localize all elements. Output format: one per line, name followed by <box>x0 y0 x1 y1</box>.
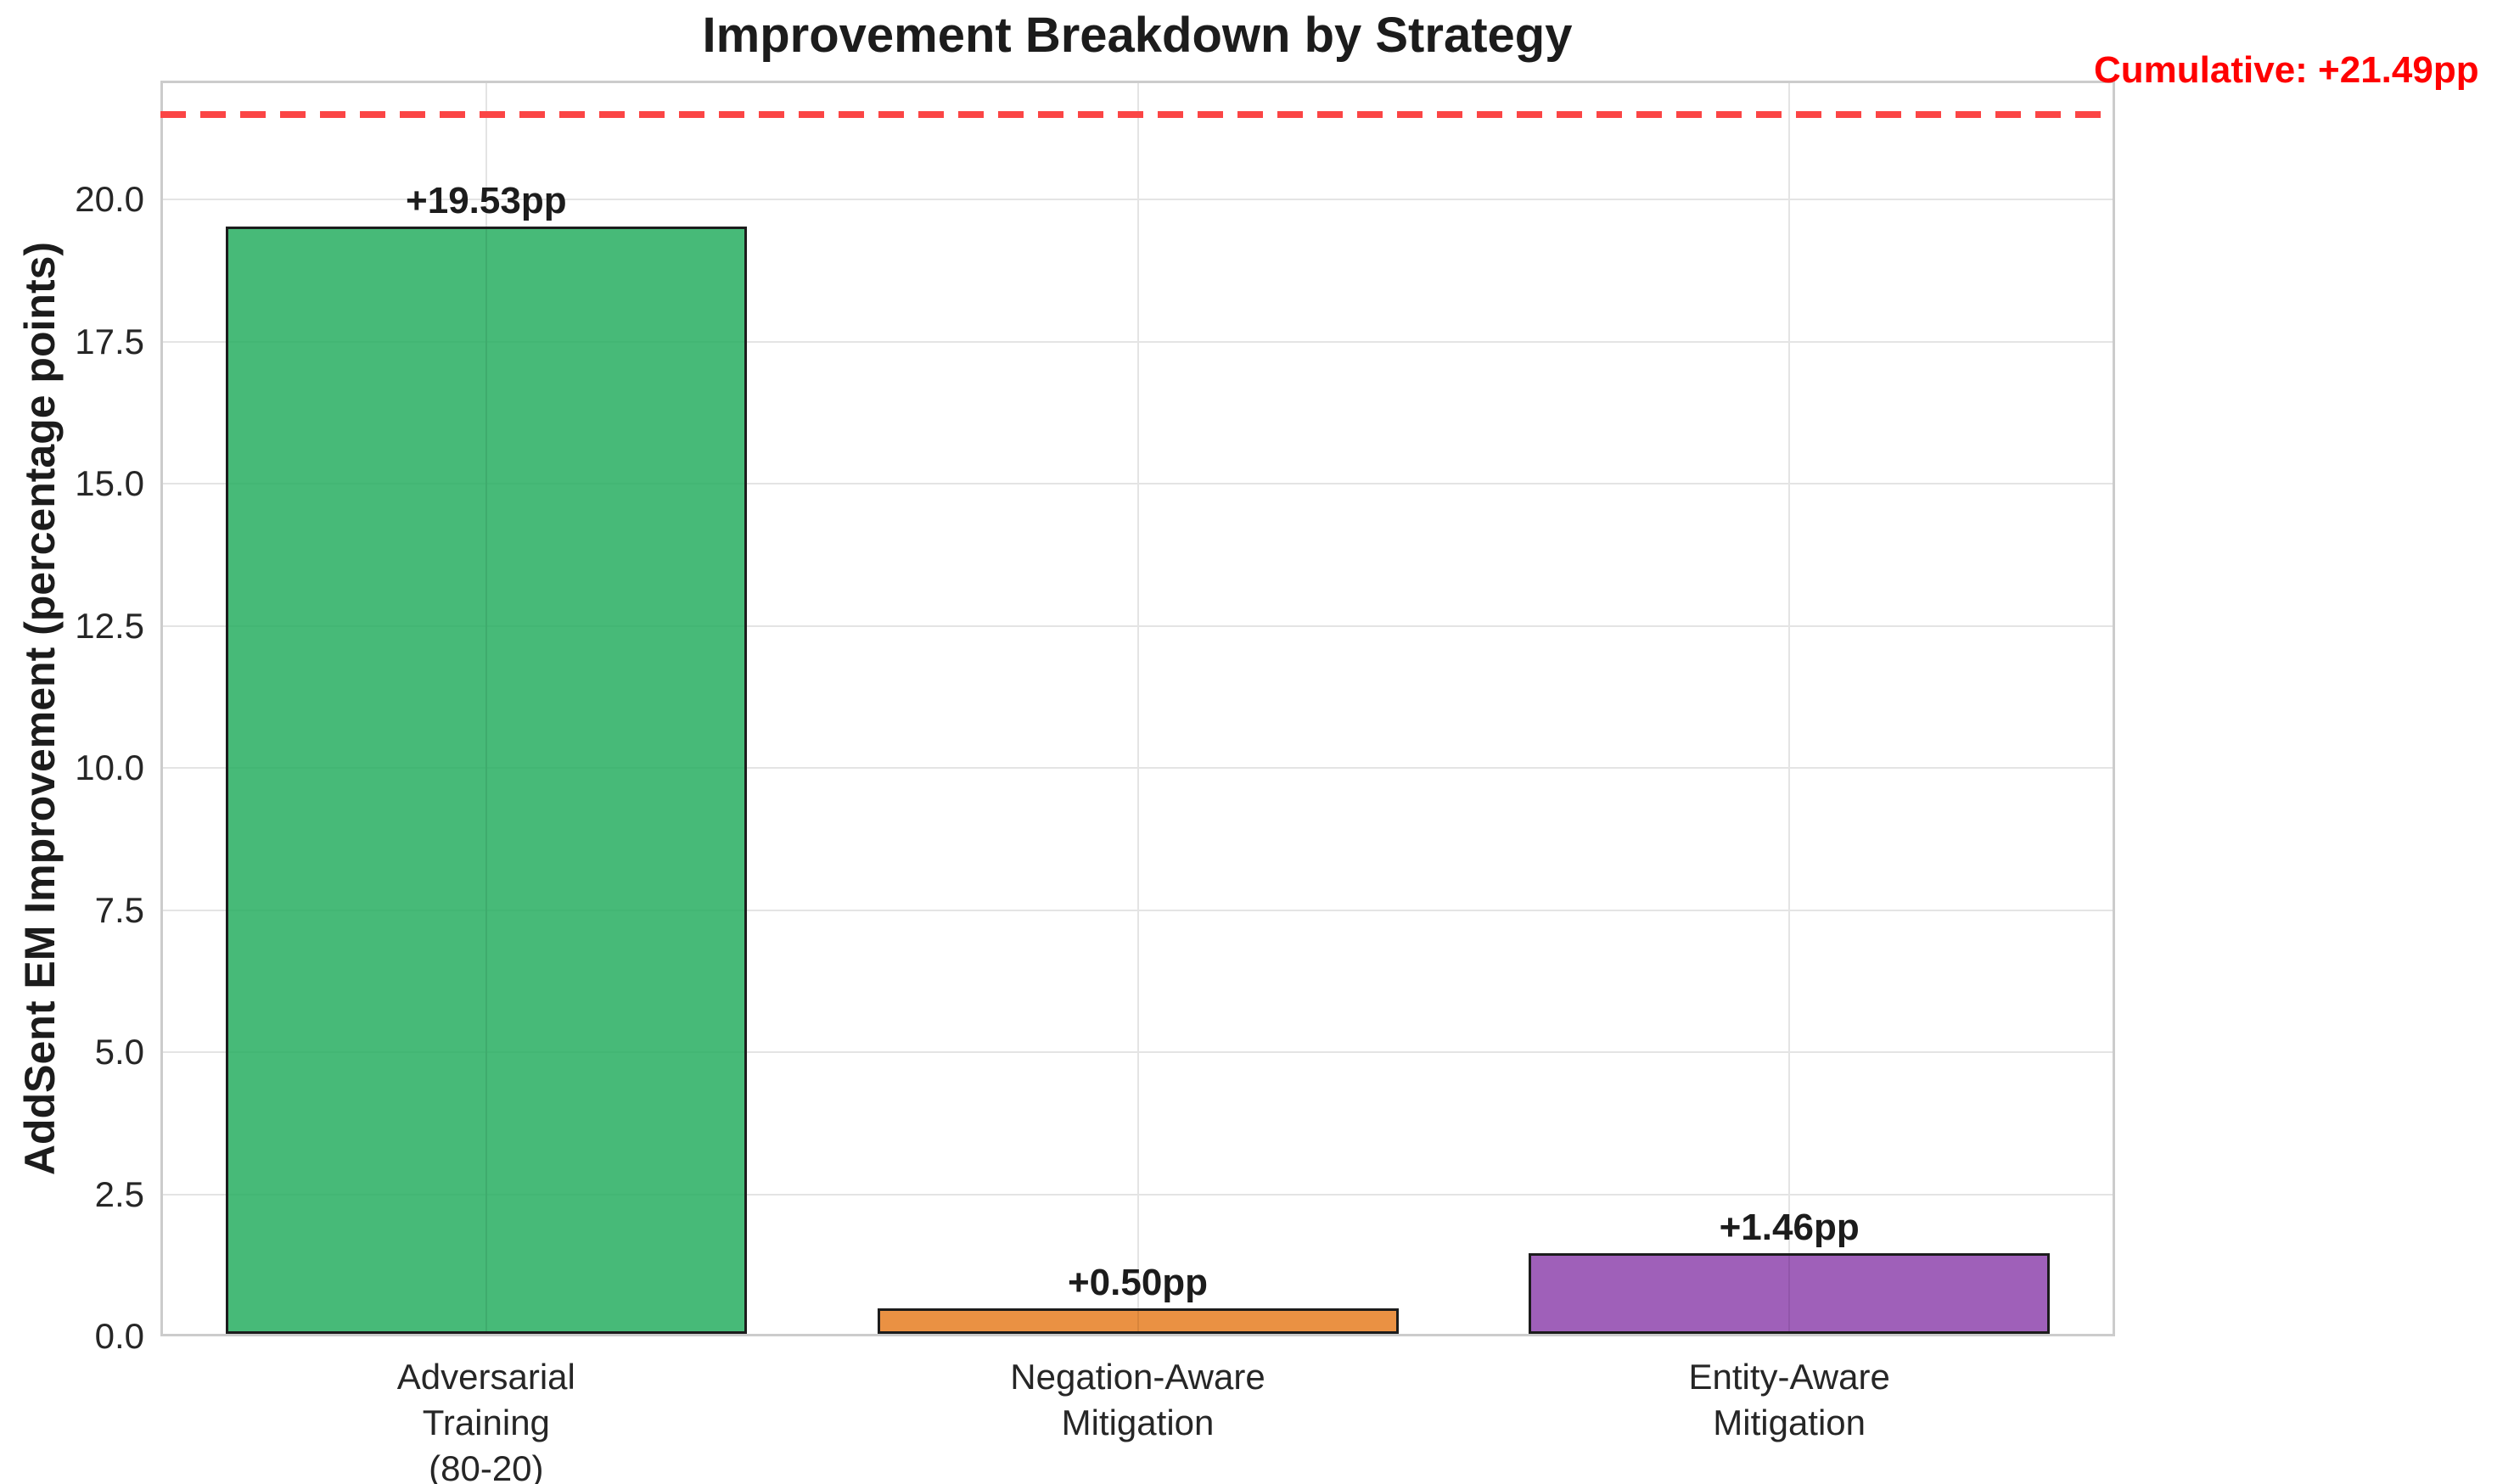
y-tick-label: 5.0 <box>94 1032 144 1072</box>
bar-entity-aware-mitigation <box>1529 1253 2051 1334</box>
x-tick-label: Negation-Aware Mitigation <box>1010 1357 1265 1442</box>
y-tick-label: 7.5 <box>94 889 144 930</box>
bar-adversarial-training-80-20 <box>225 226 747 1334</box>
plot-area <box>160 81 2115 1336</box>
gridline-through-bar <box>485 228 487 1331</box>
gridline-through-bar <box>1136 1310 1139 1331</box>
y-tick-label: 10.0 <box>75 748 144 787</box>
y-tick-label: 0.0 <box>94 1316 144 1356</box>
y-tick-label: 20.0 <box>75 179 144 220</box>
gridline-through-bar <box>1788 1256 1791 1331</box>
bar-negation-aware-mitigation <box>877 1308 1399 1334</box>
chart-title: Improvement Breakdown by Strategy <box>702 8 1573 63</box>
bar-value-label: +0.50pp <box>1067 1261 1209 1303</box>
cumulative-annotation-label: Cumulative: +21.49pp <box>2094 49 2479 91</box>
y-tick-label: 17.5 <box>75 321 144 361</box>
y-tick-label: 2.5 <box>94 1173 144 1214</box>
gridline-vertical <box>1136 81 1139 1336</box>
y-tick-label: 15.0 <box>75 463 144 504</box>
bar-value-label: +1.46pp <box>1719 1207 1860 1249</box>
gridline-vertical <box>1788 81 1791 1336</box>
x-tick-label: Entity-Aware Mitigation <box>1688 1357 1890 1442</box>
x-tick-label: Adversarial Training (80-20) <box>396 1357 575 1484</box>
y-tick-label: 12.5 <box>75 605 144 646</box>
cumulative-reference-line <box>160 111 2115 119</box>
bar-value-label: +19.53pp <box>406 179 567 221</box>
